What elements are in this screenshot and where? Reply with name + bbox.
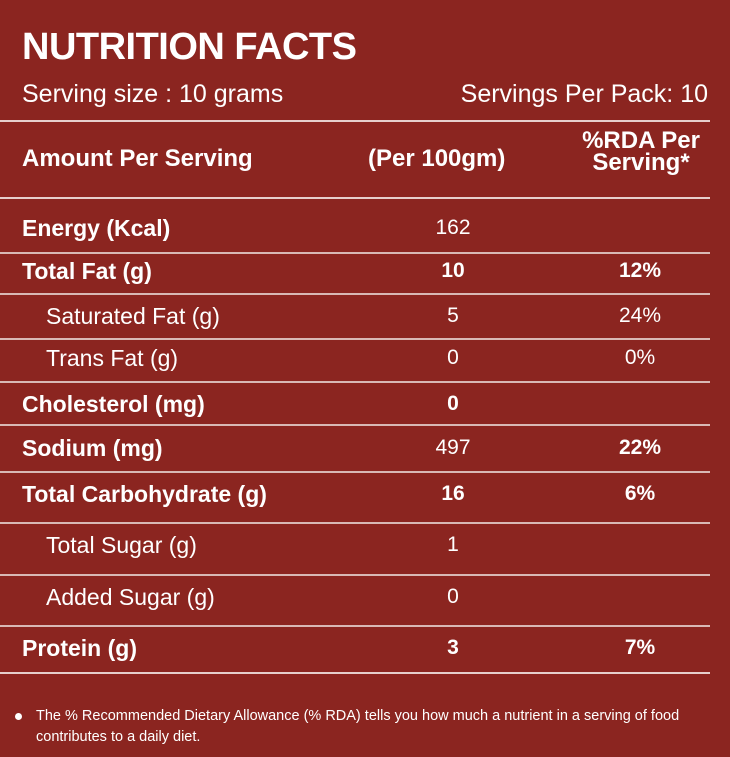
header-rda: %RDA Per Serving* — [566, 127, 716, 176]
row-value: 162 — [435, 216, 471, 239]
row-value: 16 — [441, 482, 465, 505]
header-rda-line2: Serving* — [592, 149, 690, 176]
row-value: 0 — [447, 392, 459, 415]
row-label: Trans Fat (g) — [46, 345, 179, 371]
row-label: Sodium (mg) — [22, 435, 163, 461]
divider — [0, 197, 710, 199]
row-rda: 22% — [618, 436, 662, 459]
row-label: Protein (g) — [22, 635, 137, 661]
row-label: Total Sugar (g) — [46, 532, 197, 558]
serving-info: Serving size : 10 grams Servings Per Pac… — [22, 78, 708, 110]
divider — [0, 424, 710, 426]
row-label: Energy (Kcal) — [22, 215, 171, 241]
row-value: 1 — [447, 533, 459, 556]
serving-size: Serving size : 10 grams — [22, 80, 284, 108]
row-label: Total Fat (g) — [22, 258, 152, 284]
row-rda: 12% — [618, 259, 662, 282]
row-value: 0 — [447, 585, 459, 608]
divider — [0, 574, 710, 576]
header-amount: Amount Per Serving — [22, 145, 253, 172]
divider — [0, 522, 710, 524]
row-value: 0 — [447, 346, 459, 369]
divider — [0, 381, 710, 383]
row-label: Total Carbohydrate (g) — [22, 481, 267, 507]
divider — [0, 120, 710, 122]
divider — [0, 252, 710, 254]
row-label: Added Sugar (g) — [46, 584, 215, 610]
divider — [0, 293, 710, 295]
header-rda-line1: %RDA Per — [582, 127, 700, 154]
row-value: 5 — [447, 304, 459, 327]
table-header: Amount Per Serving (Per 100gm) %RDA Per … — [0, 120, 710, 198]
row-rda: 24% — [618, 304, 662, 327]
row-rda: 0% — [624, 346, 656, 369]
row-rda: 7% — [624, 636, 656, 659]
divider — [0, 672, 710, 674]
divider — [0, 471, 710, 473]
bullet-icon — [15, 713, 22, 720]
servings-per-pack: Servings Per Pack: 10 — [460, 80, 708, 108]
divider — [0, 625, 710, 627]
row-value: 10 — [441, 259, 465, 282]
row-value: 497 — [435, 436, 471, 459]
header-per100: (Per 100gm) — [368, 145, 506, 172]
row-rda: 6% — [624, 482, 656, 505]
row-label: Saturated Fat (g) — [46, 303, 220, 329]
footnote: The % Recommended Dietary Allowance (% R… — [36, 708, 680, 745]
row-value: 3 — [447, 636, 459, 659]
row-label: Cholesterol (mg) — [22, 391, 205, 417]
divider — [0, 338, 710, 340]
nutrition-title: NUTRITION FACTS — [22, 26, 357, 68]
